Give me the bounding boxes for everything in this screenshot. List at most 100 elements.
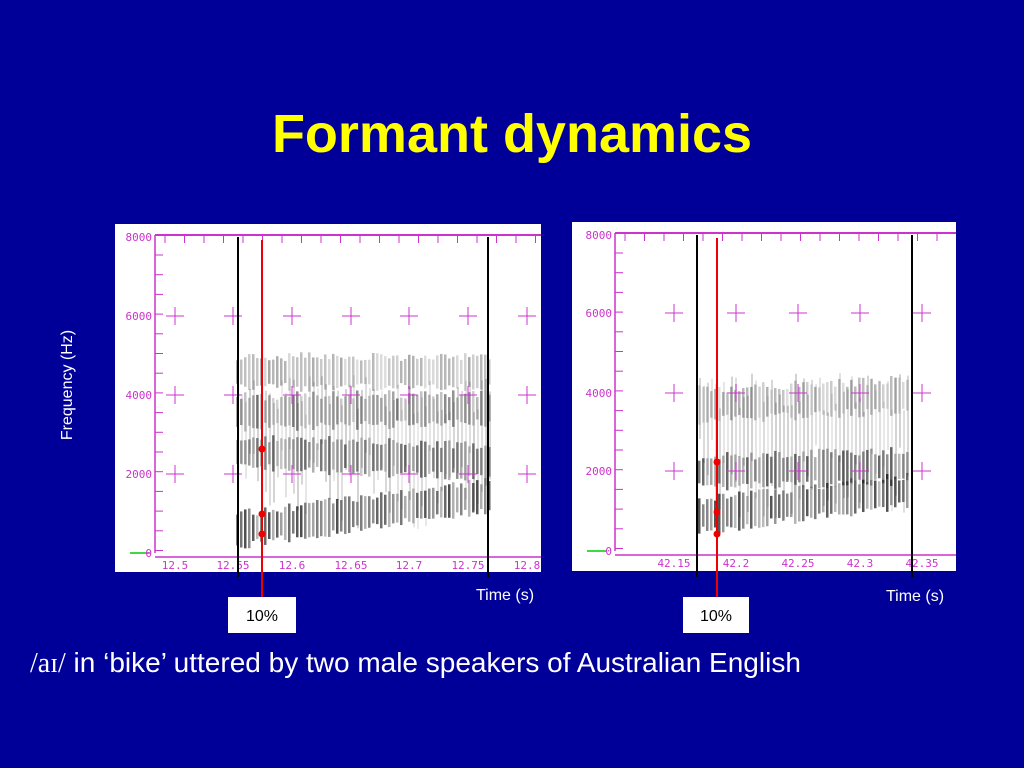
spectrogram-striation	[324, 439, 327, 472]
spectrogram-striation	[304, 439, 307, 470]
spectrogram-striation	[874, 480, 877, 509]
spectrogram-striation	[296, 391, 299, 431]
spectrogram-striation	[280, 358, 283, 386]
spectrogram-striation	[484, 354, 487, 390]
spectrogram-striation	[810, 384, 813, 416]
spectrogram-striation	[472, 443, 475, 480]
spectrogram-striation	[240, 398, 243, 426]
spectrogram-striation	[762, 489, 765, 528]
spectrogram-striation	[420, 491, 423, 519]
spectrogram-striation	[866, 482, 869, 509]
spectrogram-striation	[276, 399, 279, 424]
spectrogram-striation	[718, 459, 721, 484]
spectrogram-striation	[706, 458, 709, 486]
spectrogram-noise	[477, 409, 479, 504]
spectrogram-striation	[890, 479, 893, 506]
spectrogram-striation	[786, 457, 789, 482]
spectrogram-noise	[417, 411, 419, 529]
spectrogram-striation	[308, 503, 311, 538]
spectrogram-noise	[425, 406, 427, 526]
spectrogram-striation	[388, 491, 391, 528]
spectrogram-striation	[320, 358, 323, 386]
y-tick-label: 2000	[126, 468, 153, 481]
spectrogram-noise	[445, 414, 447, 475]
spectrogram-striation	[842, 382, 845, 414]
spectrogram-striation	[814, 457, 817, 481]
spectrogram-striation	[348, 395, 351, 426]
spectrogram-striation	[412, 393, 415, 425]
spectrogram-striation	[774, 489, 777, 524]
spectrogram-striation	[472, 354, 475, 390]
spectrogram-striation	[388, 390, 391, 429]
spectrogram-striation	[332, 503, 335, 531]
spectrogram-striation	[248, 439, 251, 466]
spectrogram-striation	[268, 360, 271, 384]
spectrogram-striation	[396, 398, 399, 421]
spectrogram-noise	[305, 414, 307, 515]
spectrogram-striation	[886, 454, 889, 480]
spectrogram-striation	[340, 500, 343, 532]
spectrogram-noise	[791, 405, 793, 514]
spectrogram-striation	[248, 354, 251, 390]
spectrogram-noise	[349, 384, 351, 477]
spectrogram-striation	[364, 398, 367, 422]
spectrogram-striation	[794, 484, 797, 524]
spectrogram-striation	[300, 396, 303, 426]
spectrogram-striation	[452, 390, 455, 427]
spectrogram-striation	[336, 355, 339, 389]
spectrogram-striation	[428, 488, 431, 519]
spectrogram-striation	[436, 394, 439, 424]
spectrogram-striation	[464, 393, 467, 424]
spectrogram-striation	[400, 490, 403, 526]
spectrogram-striation	[276, 441, 279, 467]
spectrogram-striation	[798, 485, 801, 522]
spectrogram-striation	[476, 355, 479, 389]
spectrogram-striation	[702, 458, 705, 486]
spectrogram-striation	[710, 391, 713, 418]
spectrogram-striation	[774, 388, 777, 415]
spectrogram-striation	[782, 389, 785, 413]
spectrogram-striation	[838, 379, 841, 418]
spectrogram-striation	[726, 498, 729, 527]
spectrogram-striation	[834, 486, 837, 512]
spectrogram-striation	[416, 358, 419, 386]
spectrogram-striation	[822, 449, 825, 488]
spectrogram-striation	[706, 386, 709, 423]
spectrogram-striation	[714, 456, 717, 487]
spectrogram-striation	[480, 354, 483, 390]
spectrogram-noise	[755, 380, 757, 499]
spectrogram-striation	[332, 441, 335, 470]
spectrogram-striation	[894, 476, 897, 508]
spectrogram-striation	[702, 387, 705, 423]
spectrogram-noise	[847, 389, 849, 498]
y-tick-label: 8000	[126, 231, 153, 244]
spectrogram-noise	[413, 413, 415, 528]
spectrogram-noise	[903, 410, 905, 513]
spectrogram-noise	[723, 381, 725, 463]
spectrogram-noise	[481, 380, 483, 492]
spectrogram-noise	[887, 381, 889, 450]
spectrogram-striation	[360, 495, 363, 531]
spectrogram-striation	[906, 472, 909, 509]
spectrogram-noise	[281, 380, 283, 451]
spectrogram-striation	[766, 489, 769, 527]
spectrogram-striation	[452, 482, 455, 519]
spectrogram-striation	[882, 384, 885, 409]
slide-title: Formant dynamics	[272, 104, 752, 164]
spectrogram-striation	[882, 479, 885, 508]
spectrogram-striation	[324, 396, 327, 425]
spectrogram-noise	[707, 382, 709, 476]
spectrogram-striation	[480, 447, 483, 476]
spectrogram-striation	[284, 360, 287, 384]
spectrogram-noise	[381, 390, 383, 468]
spectrogram-striation	[408, 393, 411, 426]
spectrogram-noise	[405, 399, 407, 467]
marker-label: 10%	[700, 608, 732, 625]
spectrogram-striation	[802, 485, 805, 522]
spectrogram-noise	[719, 408, 721, 510]
spectrogram-striation	[376, 497, 379, 525]
spectrogram-striation	[802, 382, 805, 419]
spectrogram-noise	[731, 376, 733, 475]
spectrogram-noise	[341, 405, 343, 521]
spectrogram-striation	[476, 448, 479, 475]
